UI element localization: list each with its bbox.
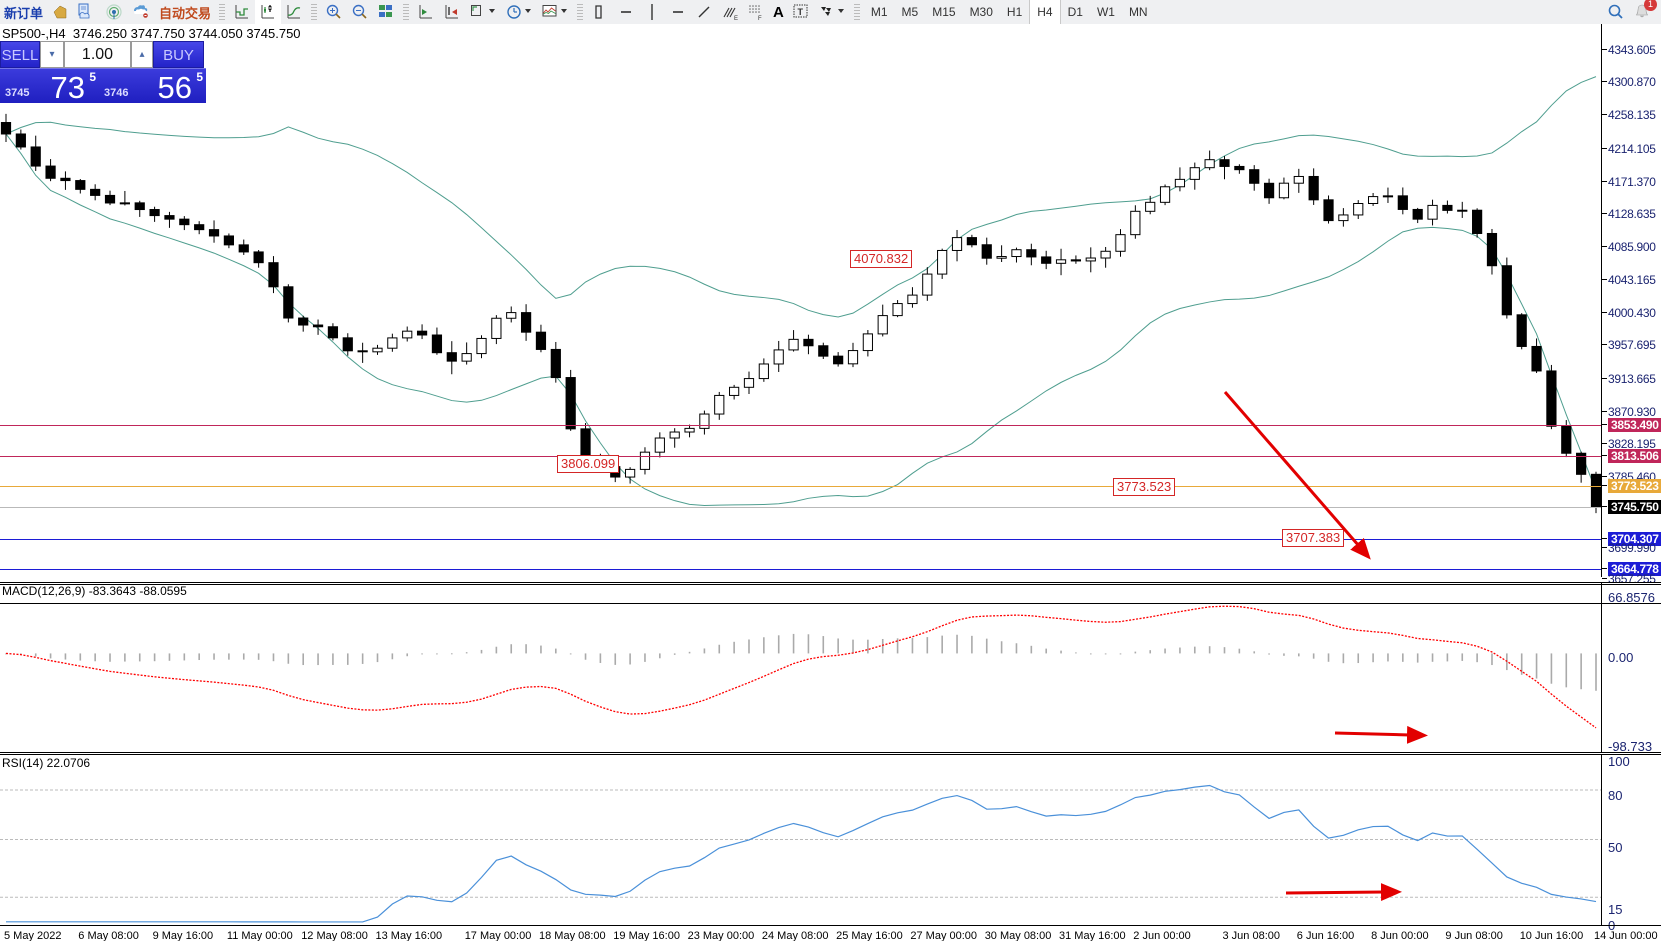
- svg-text:T: T: [797, 7, 803, 17]
- svg-text:E: E: [734, 16, 738, 21]
- svg-text:F: F: [758, 16, 762, 21]
